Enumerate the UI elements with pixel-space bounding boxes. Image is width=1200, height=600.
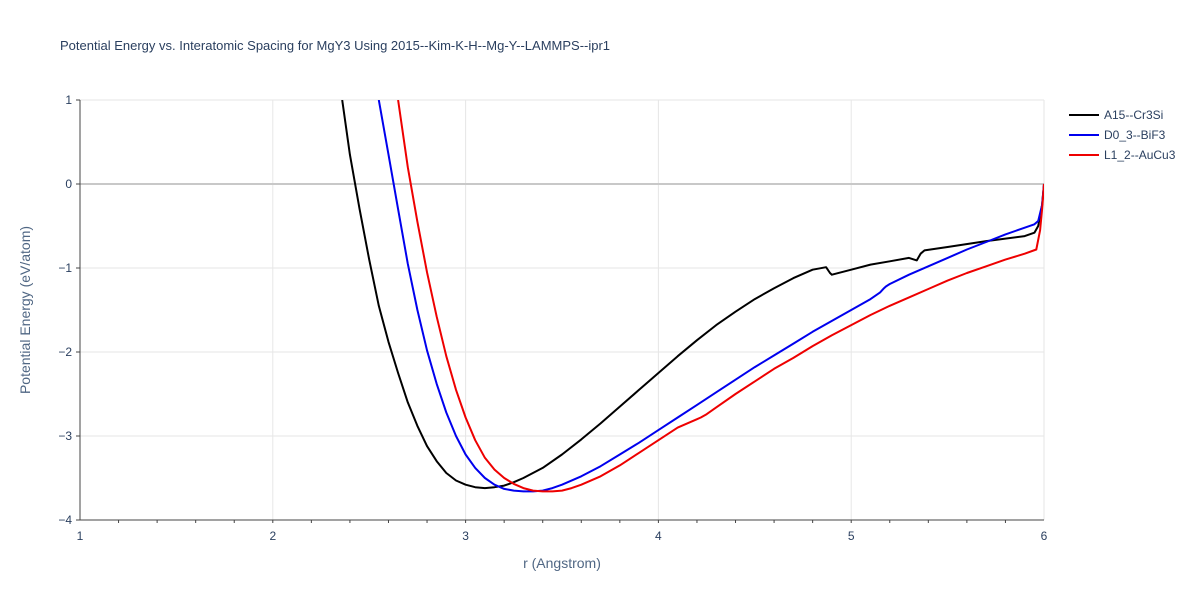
plot-area xyxy=(341,100,1044,493)
legend-label: L1_2--AuCu3 xyxy=(1104,148,1176,162)
axes xyxy=(76,99,1044,523)
x-tick-label: 2 xyxy=(269,529,276,543)
y-tick-label: 0 xyxy=(65,177,72,191)
y-tick-label: −4 xyxy=(58,513,72,527)
chart-title: Potential Energy vs. Interatomic Spacing… xyxy=(60,38,610,53)
legend-label: D0_3--BiF3 xyxy=(1104,128,1166,142)
grid-lines xyxy=(80,99,1045,520)
legend: A15--Cr3Si D0_3--BiF3 L1_2--AuCu3 xyxy=(1069,108,1176,162)
x-tick-label: 6 xyxy=(1041,529,1048,543)
x-tick-labels: 1 2 3 4 5 6 xyxy=(77,529,1048,543)
x-tick-label: 1 xyxy=(77,529,84,543)
x-axis-title: r (Angstrom) xyxy=(523,555,601,571)
x-tick-label: 4 xyxy=(655,529,662,543)
series-line-a15-cr3si xyxy=(341,100,1044,490)
legend-label: A15--Cr3Si xyxy=(1104,108,1163,122)
y-axis-title: Potential Energy (eV/atom) xyxy=(17,226,33,394)
series-lines xyxy=(341,100,1044,493)
y-tick-label: −2 xyxy=(58,345,72,359)
y-tick-label: −3 xyxy=(58,429,72,443)
series-line-d0-3-bif3 xyxy=(377,100,1044,493)
x-tick-label: 5 xyxy=(848,529,855,543)
series-line-l1-2-aucu3 xyxy=(397,100,1044,493)
y-tick-label: 1 xyxy=(65,93,72,107)
x-tick-label: 3 xyxy=(462,529,469,543)
y-tick-label: −1 xyxy=(58,261,72,275)
y-tick-labels: 1 0 −1 −2 −3 −4 xyxy=(58,93,72,527)
